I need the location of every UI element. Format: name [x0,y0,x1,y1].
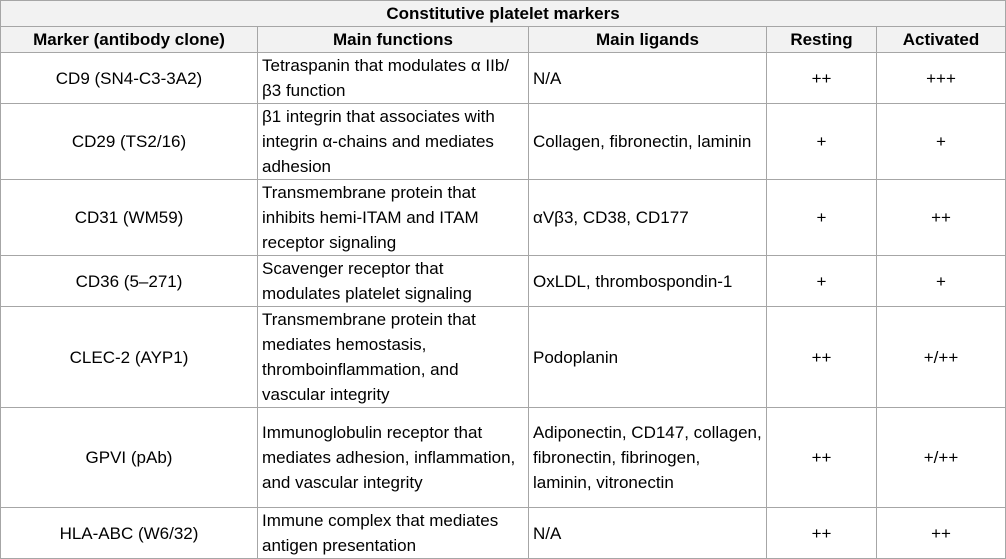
activated-cell: + [875,103,1006,180]
ligands-cell: Collagen, fibronectin, laminin [528,103,767,180]
marker-cell: CD36 (5–271) [0,255,258,307]
ligands-cell: N/A [528,52,767,104]
function-cell: Transmembrane protein that inhibits hemi… [257,179,529,256]
column-header: Main functions [257,26,529,53]
ligands-cell: OxLDL, thrombospondin-1 [528,255,767,307]
ligands-cell: N/A [528,507,767,559]
marker-cell: CD29 (TS2/16) [0,103,258,180]
ligands-cell: Podoplanin [528,306,767,408]
ligands-cell: αVβ3, CD38, CD177 [528,179,767,256]
marker-cell: CLEC-2 (AYP1) [0,306,258,408]
function-cell: β1 integrin that associates with integri… [257,103,529,180]
table-row: GPVI (pAb) Immunoglobulin receptor that m… [0,407,1006,508]
resting-cell: ++ [766,306,877,408]
function-cell: Tetraspanin that modulates α IIb/β3 func… [257,52,529,104]
resting-cell: + [766,255,877,307]
table-row: CD29 (TS2/16) β1 integrin that associates… [0,103,1006,180]
function-cell: Immune complex that mediates antigen pre… [257,507,529,559]
column-header: Marker (antibody clone) [0,26,258,53]
column-header: Main ligands [528,26,767,53]
table-row: CD31 (WM59) Transmembrane protein that in… [0,179,1006,256]
table-row: CD36 (5–271) Scavenger receptor that modu… [0,255,1006,307]
activated-cell: ++ [875,507,1006,559]
table-row: CD9 (SN4-C3-3A2) Tetraspanin that modulat… [0,52,1006,104]
table-title: Constitutive platelet markers [0,0,1006,27]
marker-cell: CD31 (WM59) [0,179,258,256]
activated-cell: +/++ [875,407,1006,508]
function-cell: Transmembrane protein that mediates hemo… [257,306,529,408]
marker-cell: CD9 (SN4-C3-3A2) [0,52,258,104]
marker-cell: HLA-ABC (W6/32) [0,507,258,559]
table-row: HLA-ABC (W6/32) Immune complex that media… [0,507,1006,559]
column-header: Resting [766,26,877,53]
resting-cell: ++ [766,507,877,559]
marker-cell: GPVI (pAb) [0,407,258,508]
column-header: Activated [875,26,1006,53]
activated-cell: +++ [875,52,1006,104]
function-cell: Scavenger receptor that modulates platel… [257,255,529,307]
resting-cell: ++ [766,52,877,104]
table-row: CLEC-2 (AYP1) Transmembrane protein that … [0,306,1006,408]
ligands-cell: Adiponectin, CD147, collagen, fibronecti… [528,407,767,508]
title-row: Constitutive platelet markers [0,0,1006,27]
activated-cell: +/++ [875,306,1006,408]
resting-cell: + [766,103,877,180]
activated-cell: ++ [875,179,1006,256]
table-body: CD9 (SN4-C3-3A2) Tetraspanin that modulat… [0,52,1006,559]
activated-cell: + [875,255,1006,307]
function-cell: Immunoglobulin receptor that mediates ad… [257,407,529,508]
resting-cell: ++ [766,407,877,508]
header-row: Marker (antibody clone) Main functions M… [0,26,1006,53]
resting-cell: + [766,179,877,256]
